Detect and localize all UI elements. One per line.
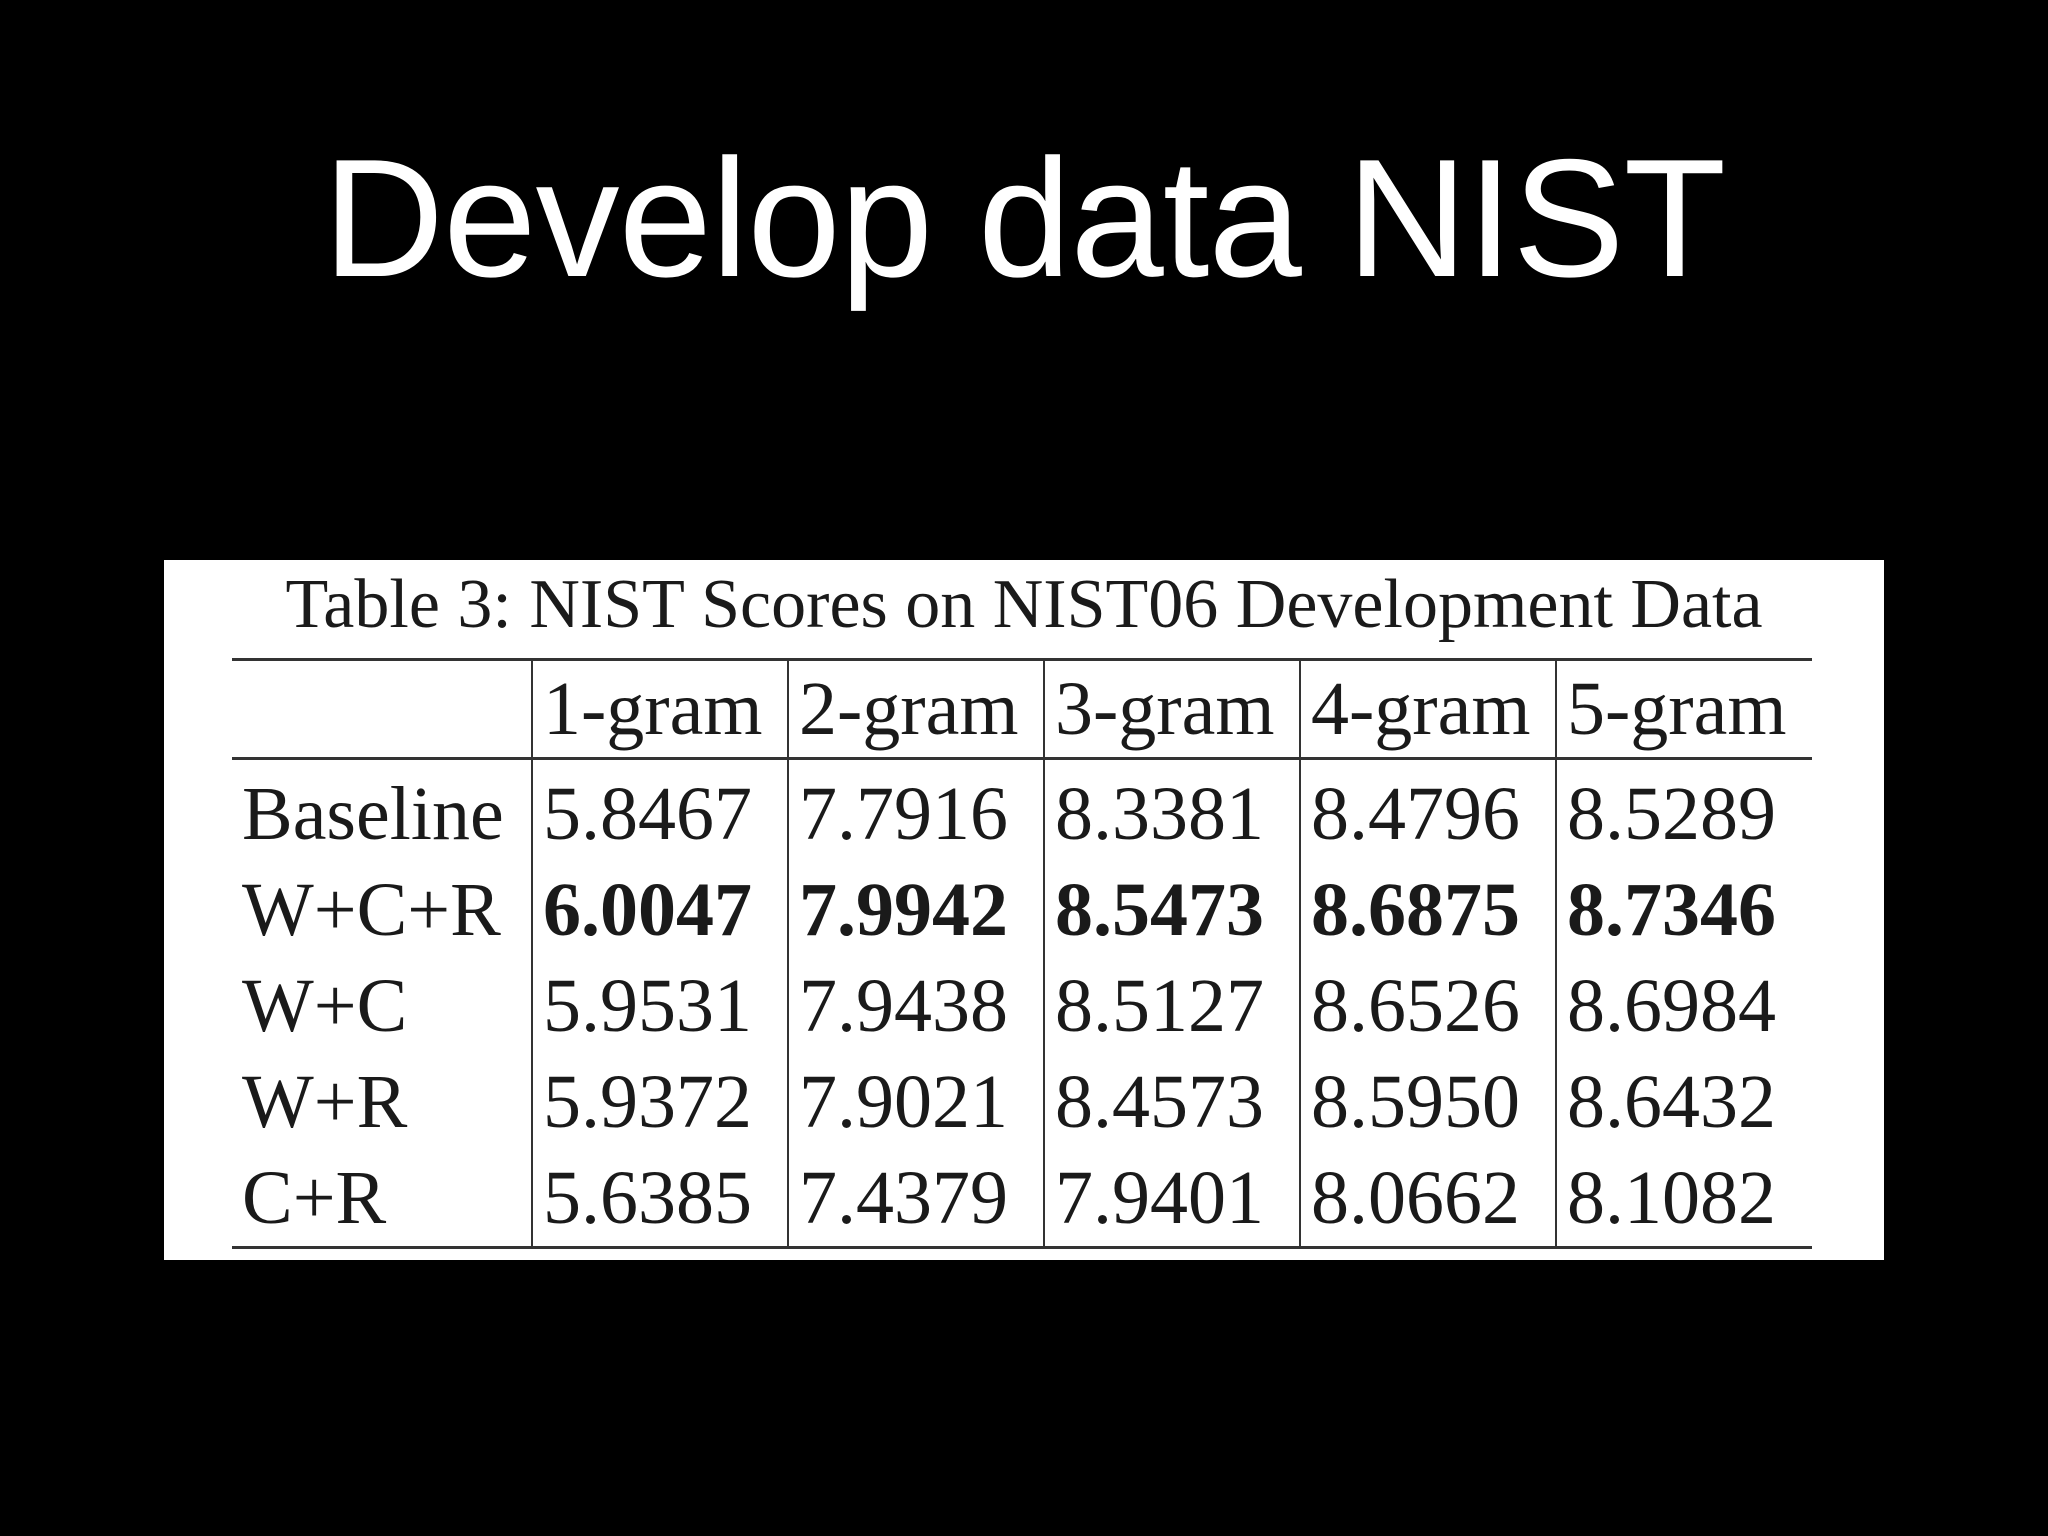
- score-cell: 5.8467: [531, 758, 788, 862]
- score-cell: 5.9531: [531, 958, 788, 1054]
- table-row: W+C+R 6.0047 7.9942 8.5473 8.6875 8.7346: [232, 862, 1812, 958]
- score-cell: 8.6432: [1555, 1054, 1812, 1150]
- score-cell: 5.6385: [531, 1150, 788, 1248]
- score-cell: 8.7346: [1555, 862, 1812, 958]
- score-cell: 8.0662: [1299, 1150, 1556, 1248]
- row-label: Baseline: [242, 771, 504, 856]
- column-header: 1-gram: [531, 659, 788, 759]
- column-header: 4-gram: [1299, 659, 1556, 759]
- score-cell: 6.0047: [531, 862, 788, 958]
- score-cell: 7.9401: [1043, 1150, 1300, 1248]
- nist-scores-table: 1-gram 2-gram 3-gram 4-gram 5-gram Basel…: [232, 658, 1812, 1249]
- table-row: C+R 5.6385 7.4379 7.9401 8.0662 8.1082: [232, 1150, 1812, 1248]
- row-label: C+R: [242, 1155, 387, 1240]
- table-row: W+C 5.9531 7.9438 8.5127 8.6526 8.6984: [232, 958, 1812, 1054]
- score-cell: 7.4379: [787, 1150, 1044, 1248]
- score-cell: 8.4573: [1043, 1054, 1300, 1150]
- table-image: Table 3: NIST Scores on NIST06 Developme…: [164, 560, 1884, 1260]
- score-cell: 7.7916: [787, 758, 1044, 862]
- score-cell: 8.5127: [1043, 958, 1300, 1054]
- score-cell: 7.9438: [787, 958, 1044, 1054]
- score-cell: 8.1082: [1555, 1150, 1812, 1248]
- column-header: 5-gram: [1555, 659, 1812, 759]
- column-header: 3-gram: [1043, 659, 1300, 759]
- score-cell: 8.5289: [1555, 758, 1812, 862]
- score-cell: 8.6984: [1555, 958, 1812, 1054]
- column-header: 2-gram: [787, 659, 1044, 759]
- score-cell: 8.6526: [1299, 958, 1556, 1054]
- header-corner: [232, 660, 532, 759]
- score-cell: 8.6875: [1299, 862, 1556, 958]
- row-label: W+R: [242, 1059, 408, 1144]
- table-row: W+R 5.9372 7.9021 8.4573 8.5950 8.6432: [232, 1054, 1812, 1150]
- row-label: W+C+R: [242, 867, 501, 952]
- score-cell: 7.9942: [787, 862, 1044, 958]
- slide-title: Develop data NIST: [322, 124, 1726, 312]
- score-cell: 8.3381: [1043, 758, 1300, 862]
- score-cell: 8.5473: [1043, 862, 1300, 958]
- table-caption: Table 3: NIST Scores on NIST06 Developme…: [285, 566, 1763, 643]
- table-header-row: 1-gram 2-gram 3-gram 4-gram 5-gram: [232, 659, 1812, 759]
- score-cell: 8.4796: [1299, 758, 1556, 862]
- score-cell: 7.9021: [787, 1054, 1044, 1150]
- table-row: Baseline 5.8467 7.7916 8.3381 8.4796 8.5…: [232, 758, 1812, 862]
- score-cell: 8.5950: [1299, 1054, 1556, 1150]
- score-cell: 5.9372: [531, 1054, 788, 1150]
- row-label: W+C: [242, 963, 408, 1048]
